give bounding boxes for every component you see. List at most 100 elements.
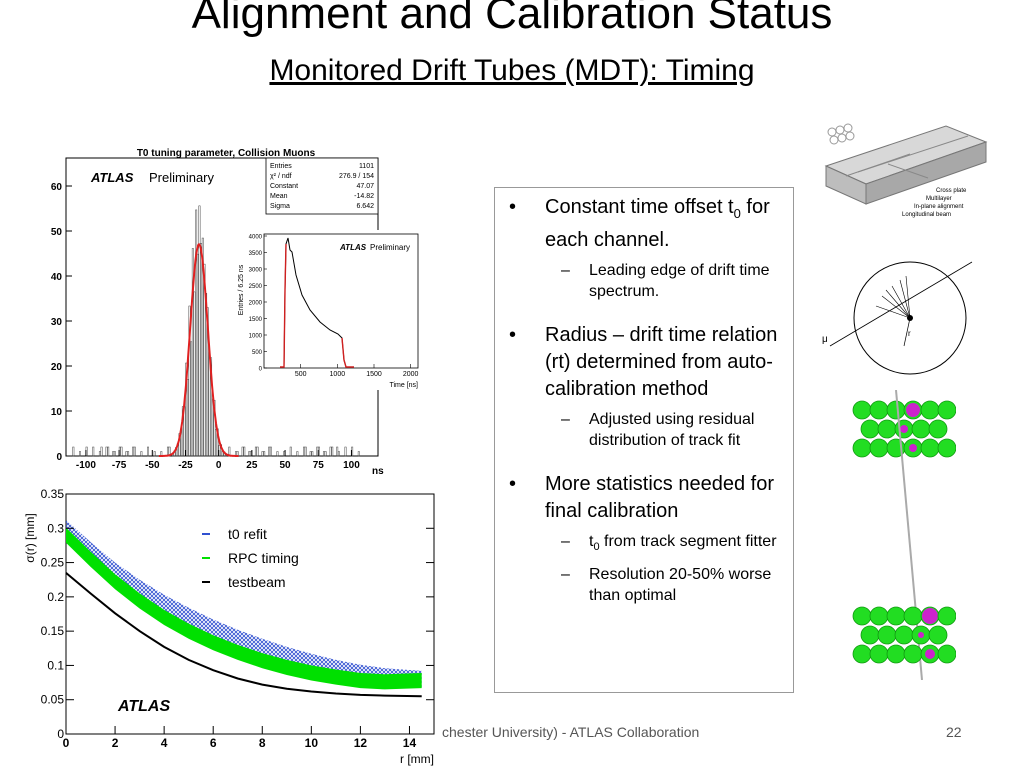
hist-x-tick-label: -50 bbox=[145, 460, 160, 471]
chamber-label-cross-plate: Cross plate bbox=[936, 188, 967, 194]
drift-tube bbox=[852, 606, 872, 626]
inset-x-label: Time [ns] bbox=[389, 382, 418, 389]
hist-bar bbox=[263, 451, 266, 457]
bullet-1-sub-1: – Leading edge of drift time spectrum. bbox=[561, 262, 770, 300]
hist-bar bbox=[206, 307, 209, 457]
chart-legend: t0 refit RPC timing testbeam bbox=[202, 526, 299, 590]
hist-x-tick-label: 100 bbox=[343, 460, 360, 471]
drift-tube bbox=[869, 438, 889, 458]
hist-bar bbox=[153, 451, 156, 457]
hist-bar bbox=[304, 446, 307, 457]
hist-bar bbox=[336, 446, 339, 457]
inset-y-label: Entries / 6.25 ns bbox=[238, 264, 245, 315]
drift-tube bbox=[903, 606, 923, 626]
drift-tube bbox=[928, 419, 948, 439]
hist-bar bbox=[331, 446, 334, 457]
chart-x-tick-label: 4 bbox=[161, 736, 168, 750]
hist-x-tick-label: 75 bbox=[313, 460, 325, 471]
hist-bar bbox=[269, 446, 272, 457]
hist-bar bbox=[132, 446, 135, 457]
hist-bar bbox=[243, 446, 246, 457]
hist-y-tick-label: 10 bbox=[51, 407, 63, 418]
chart-y-tick-label: 0.2 bbox=[47, 590, 64, 604]
hist-bar bbox=[289, 446, 292, 457]
hist-bar bbox=[261, 451, 264, 457]
hist-bar bbox=[113, 451, 116, 457]
hist-bar bbox=[198, 205, 201, 457]
hist-y-tick-label: 30 bbox=[51, 317, 63, 328]
hist-bar bbox=[296, 451, 299, 457]
hist-bar bbox=[303, 446, 305, 457]
bullet-dot: • bbox=[509, 196, 517, 218]
hist-bar bbox=[210, 357, 213, 457]
stats-value: 47.07 bbox=[356, 183, 374, 190]
drift-radius-hit bbox=[909, 444, 917, 452]
hist-x-tick-label: 25 bbox=[246, 460, 258, 471]
hist-x-tick-label: 0 bbox=[216, 460, 222, 471]
chamber-label-alignment: In-plane alignment bbox=[914, 204, 964, 210]
chamber-label-beam: Longitudinal beam bbox=[902, 212, 951, 218]
drift-tube bbox=[937, 400, 956, 420]
hist-bar bbox=[268, 446, 271, 457]
chart-x-tick-label: 2 bbox=[112, 736, 119, 750]
drift-radius-hit bbox=[900, 425, 908, 433]
gaussian-fit-curve bbox=[158, 243, 239, 457]
drift-tube bbox=[869, 644, 889, 664]
legend-testbeam: testbeam bbox=[228, 574, 286, 590]
histogram-title: T0 tuning parameter, Collision Muons bbox=[137, 148, 316, 159]
chart-x-tick-label: 6 bbox=[210, 736, 217, 750]
hist-bar bbox=[329, 446, 332, 457]
inset-preliminary-label: Preliminary bbox=[370, 243, 410, 252]
hist-bar bbox=[72, 446, 75, 457]
drift-tube bbox=[928, 625, 948, 645]
hist-bar bbox=[147, 446, 149, 457]
series-t0-refit-band bbox=[66, 520, 422, 688]
histogram-preliminary-label: Preliminary bbox=[149, 170, 215, 185]
hist-bar bbox=[248, 451, 251, 457]
inset-y-tick-label: 0 bbox=[259, 367, 263, 373]
muon-label: μ bbox=[822, 334, 828, 345]
inset-y-tick-label: 500 bbox=[252, 350, 263, 356]
hist-bar bbox=[201, 237, 204, 457]
chart-x-tick-label: 8 bbox=[259, 736, 266, 750]
inset-x-tick-label: 1500 bbox=[366, 371, 382, 378]
drift-tube bbox=[860, 625, 880, 645]
bullet-1: • Constant time offset t0 for each channe… bbox=[509, 196, 770, 251]
hist-bar bbox=[276, 451, 279, 457]
drift-radius-hit bbox=[906, 403, 920, 417]
hist-bar bbox=[322, 451, 325, 457]
hist-bar bbox=[98, 451, 101, 457]
drift-radius-hit bbox=[918, 632, 924, 638]
hist-bar bbox=[185, 362, 188, 457]
series-rpc-timing-band bbox=[66, 527, 422, 690]
hist-y-tick-label: 0 bbox=[56, 452, 62, 463]
drift-tube bbox=[903, 644, 923, 664]
chart-y-tick-label: 0.3 bbox=[47, 521, 64, 535]
drift-tube bbox=[894, 625, 914, 645]
hist-bar bbox=[254, 446, 257, 457]
hist-x-tick-label: 50 bbox=[280, 460, 292, 471]
drift-radius-hit bbox=[922, 608, 938, 624]
inset-x-tick-label: 2000 bbox=[403, 371, 419, 378]
histogram-x-unit: ns bbox=[372, 466, 384, 477]
resolution-chart: σ(r) [mm] 0 0.05 0.1 0.15 0.2 0.25 0.3 0.35 0 2 4… bbox=[23, 488, 435, 766]
drift-tube bbox=[877, 625, 897, 645]
drift-tube-cross-section: μ r bbox=[822, 261, 973, 375]
drift-tube bbox=[869, 606, 889, 626]
bullet-text-box: • Constant time offset t0 for each channe… bbox=[494, 187, 794, 693]
inset-y-tick-label: 4000 bbox=[249, 235, 263, 241]
chart-y-tick-label: 0.25 bbox=[41, 556, 65, 570]
hist-bar bbox=[196, 253, 199, 457]
tube-hits-bottom bbox=[852, 606, 956, 664]
slide-subtitle: Monitored Drift Tubes (MDT): Timing bbox=[269, 54, 755, 87]
bullet-3: • More statistics needed for final calibr… bbox=[509, 473, 774, 522]
hist-bar bbox=[241, 446, 244, 457]
hist-bar bbox=[324, 451, 327, 457]
radius-label: r bbox=[908, 329, 911, 338]
drift-time-inset: Entries / 6.25 ns ATLAS Preliminary 0 500… bbox=[234, 230, 430, 390]
chart-y-tick-label: 0.35 bbox=[41, 488, 65, 501]
hist-y-tick-label: 20 bbox=[51, 362, 63, 373]
hist-bar bbox=[112, 451, 115, 457]
t0-histogram: T0 tuning parameter, Collision Muons Ent… bbox=[51, 148, 384, 477]
page-number: 22 bbox=[946, 724, 962, 740]
